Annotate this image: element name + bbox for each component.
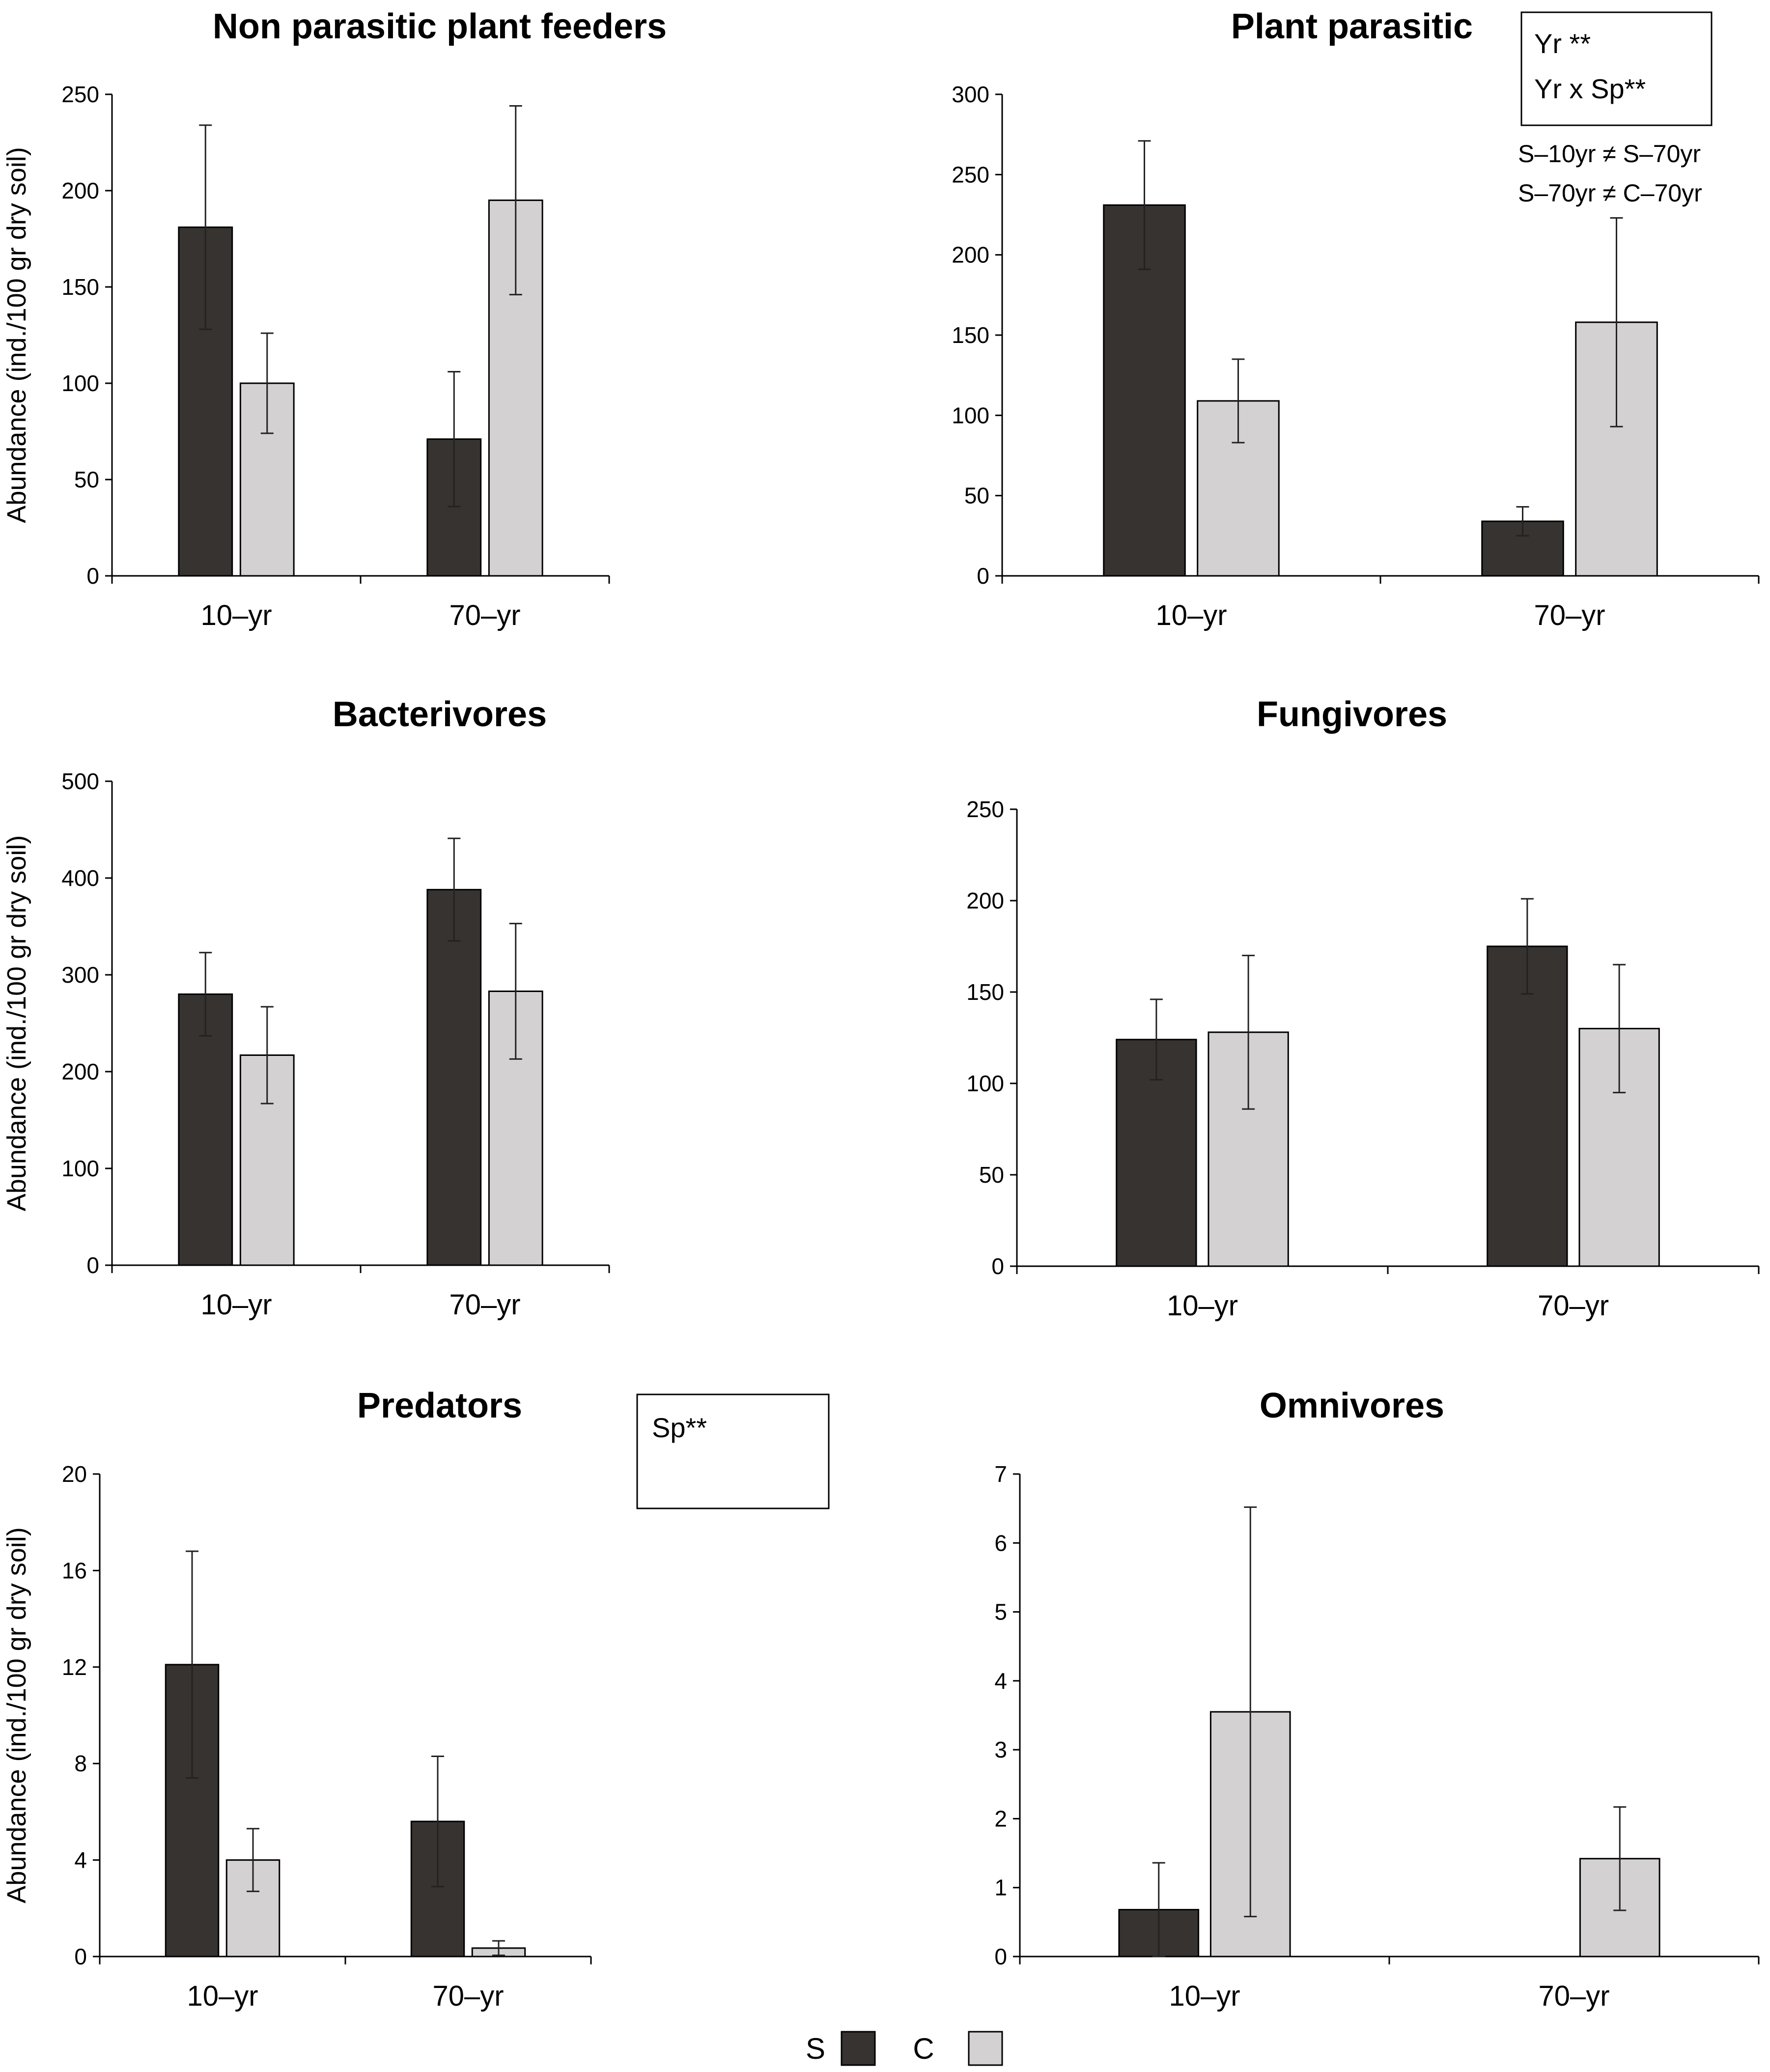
panel-fungivores: Fungivores 0 50 100 150 200 250 10–yr 70–yr [966,695,1760,1322]
y-tick-label: 6 [994,1530,1007,1556]
legend-label-c: C [913,2032,934,2065]
bar-s-10-yr [165,1664,220,1958]
y-tick-label: 3 [994,1737,1007,1762]
y-tick-label: 150 [61,274,99,300]
bar-c-70-yr [488,199,543,577]
stats-line: Yr ** [1534,28,1591,59]
y-tick-label: 500 [61,768,99,794]
x-category-label: 10–yr [1167,1290,1238,1322]
x-category-label: 70–yr [1538,1980,1609,2012]
bar-s-70-yr [1487,945,1568,1267]
y-tick-label: 8 [74,1751,87,1776]
y-tick-label: 50 [74,467,99,492]
chart-title: Omnivores [1260,1386,1444,1425]
y-tick-label: 0 [977,563,989,589]
panel-omnivores: Omnivores 0 1 2 3 4 5 6 7 10–yr 70–yr [994,1386,1760,2012]
y-tick-label: 50 [964,483,989,509]
y-tick-label: 0 [991,1253,1004,1279]
y-tick-label: 0 [86,1252,99,1278]
y-tick-label: 200 [952,242,989,268]
chart-title: Fungivores [1257,695,1447,734]
y-tick-label: 300 [952,82,989,107]
y-tick-label: 16 [62,1558,87,1583]
x-category-label: 70–yr [432,1980,504,2012]
legend-swatch-s [841,2031,876,2066]
y-tick-label: 400 [61,865,99,891]
x-category-label: 70–yr [1534,599,1605,631]
stats-box [1520,11,1713,126]
chart-title: Predators [357,1386,522,1425]
y-tick-label: 150 [966,979,1004,1005]
y-tick-label: 200 [61,178,99,203]
panel-bacterivores: Bacterivores 0 100 200 300 400 500 10–yr 70–yr Ab… [2,695,610,1321]
x-category-label: 70–yr [1538,1290,1609,1322]
x-category-label: 70–yr [449,1289,520,1321]
y-tick-label: 4 [74,1847,87,1873]
x-category-label: 10–yr [1169,1980,1240,2012]
stats-line: Sp** [652,1412,707,1443]
y-axis-label: Abundance (ind./100 gr dry soil) [2,835,31,1211]
y-tick-label: 100 [61,1156,99,1181]
y-tick-label: 250 [952,162,989,187]
y-tick-label: 250 [61,82,99,107]
y-tick-label: 200 [966,888,1004,913]
stats-box-predators: Sp** [636,1393,830,1509]
x-category-label: 10–yr [187,1980,258,2012]
panel-predators: Predators 0 4 8 12 16 20 10–yr 70–yr Abundance (i… [2,1386,592,2012]
chart-title: Plant parasitic [1231,7,1473,46]
stats-box-plant-parasitic: Yr ** Yr x Sp** S–10yr ≠ S–70yr S–70yr ≠ C–… [1518,11,1713,207]
legend-swatch-c [968,2031,1003,2066]
y-tick-label: 150 [952,322,989,348]
y-tick-label: 50 [979,1162,1004,1188]
x-category-label: 70–yr [449,599,520,631]
y-tick-label: 7 [994,1461,1007,1487]
bar-s-10-yr [178,993,233,1266]
chart-title: Bacterivores [333,695,547,734]
panel-plant-parasitic: Plant parasitic 0 50 100 150 200 250 300 10–yr 70… [952,7,1760,631]
y-tick-label: 250 [966,796,1004,822]
comparison-note: S–70yr ≠ C–70yr [1518,179,1702,207]
legend-label-s: S [806,2032,825,2065]
stats-line: Yr x Sp** [1534,73,1646,104]
y-tick-label: 0 [86,563,99,589]
x-category-label: 10–yr [1155,599,1227,631]
y-tick-label: 0 [994,1944,1007,1969]
x-category-label: 10–yr [200,1289,272,1321]
panel-non-parasitic-plant-feeders: Non parasitic plant feeders 0 50 100 150 200 2… [2,7,667,631]
y-tick-label: 0 [74,1944,87,1969]
y-tick-label: 1 [994,1875,1007,1901]
y-tick-label: 12 [62,1654,87,1680]
stats-box [636,1393,830,1509]
y-tick-label: 200 [61,1059,99,1084]
y-tick-label: 20 [62,1461,87,1487]
bar-s-70-yr [426,889,482,1266]
y-tick-label: 5 [994,1599,1007,1625]
x-category-label: 10–yr [200,599,272,631]
y-axis-label: Abundance (ind./100 gr dry soil) [2,1527,31,1903]
y-tick-label: 100 [952,402,989,428]
y-tick-label: 100 [61,370,99,396]
y-axis-label: Abundance (ind./100 gr dry soil) [2,147,31,523]
comparison-note: S–10yr ≠ S–70yr [1518,140,1701,168]
y-tick-label: 4 [994,1668,1007,1694]
y-tick-label: 100 [966,1071,1004,1096]
chart-title: Non parasitic plant feeders [213,7,667,46]
y-tick-label: 2 [994,1806,1007,1831]
y-tick-label: 300 [61,962,99,988]
